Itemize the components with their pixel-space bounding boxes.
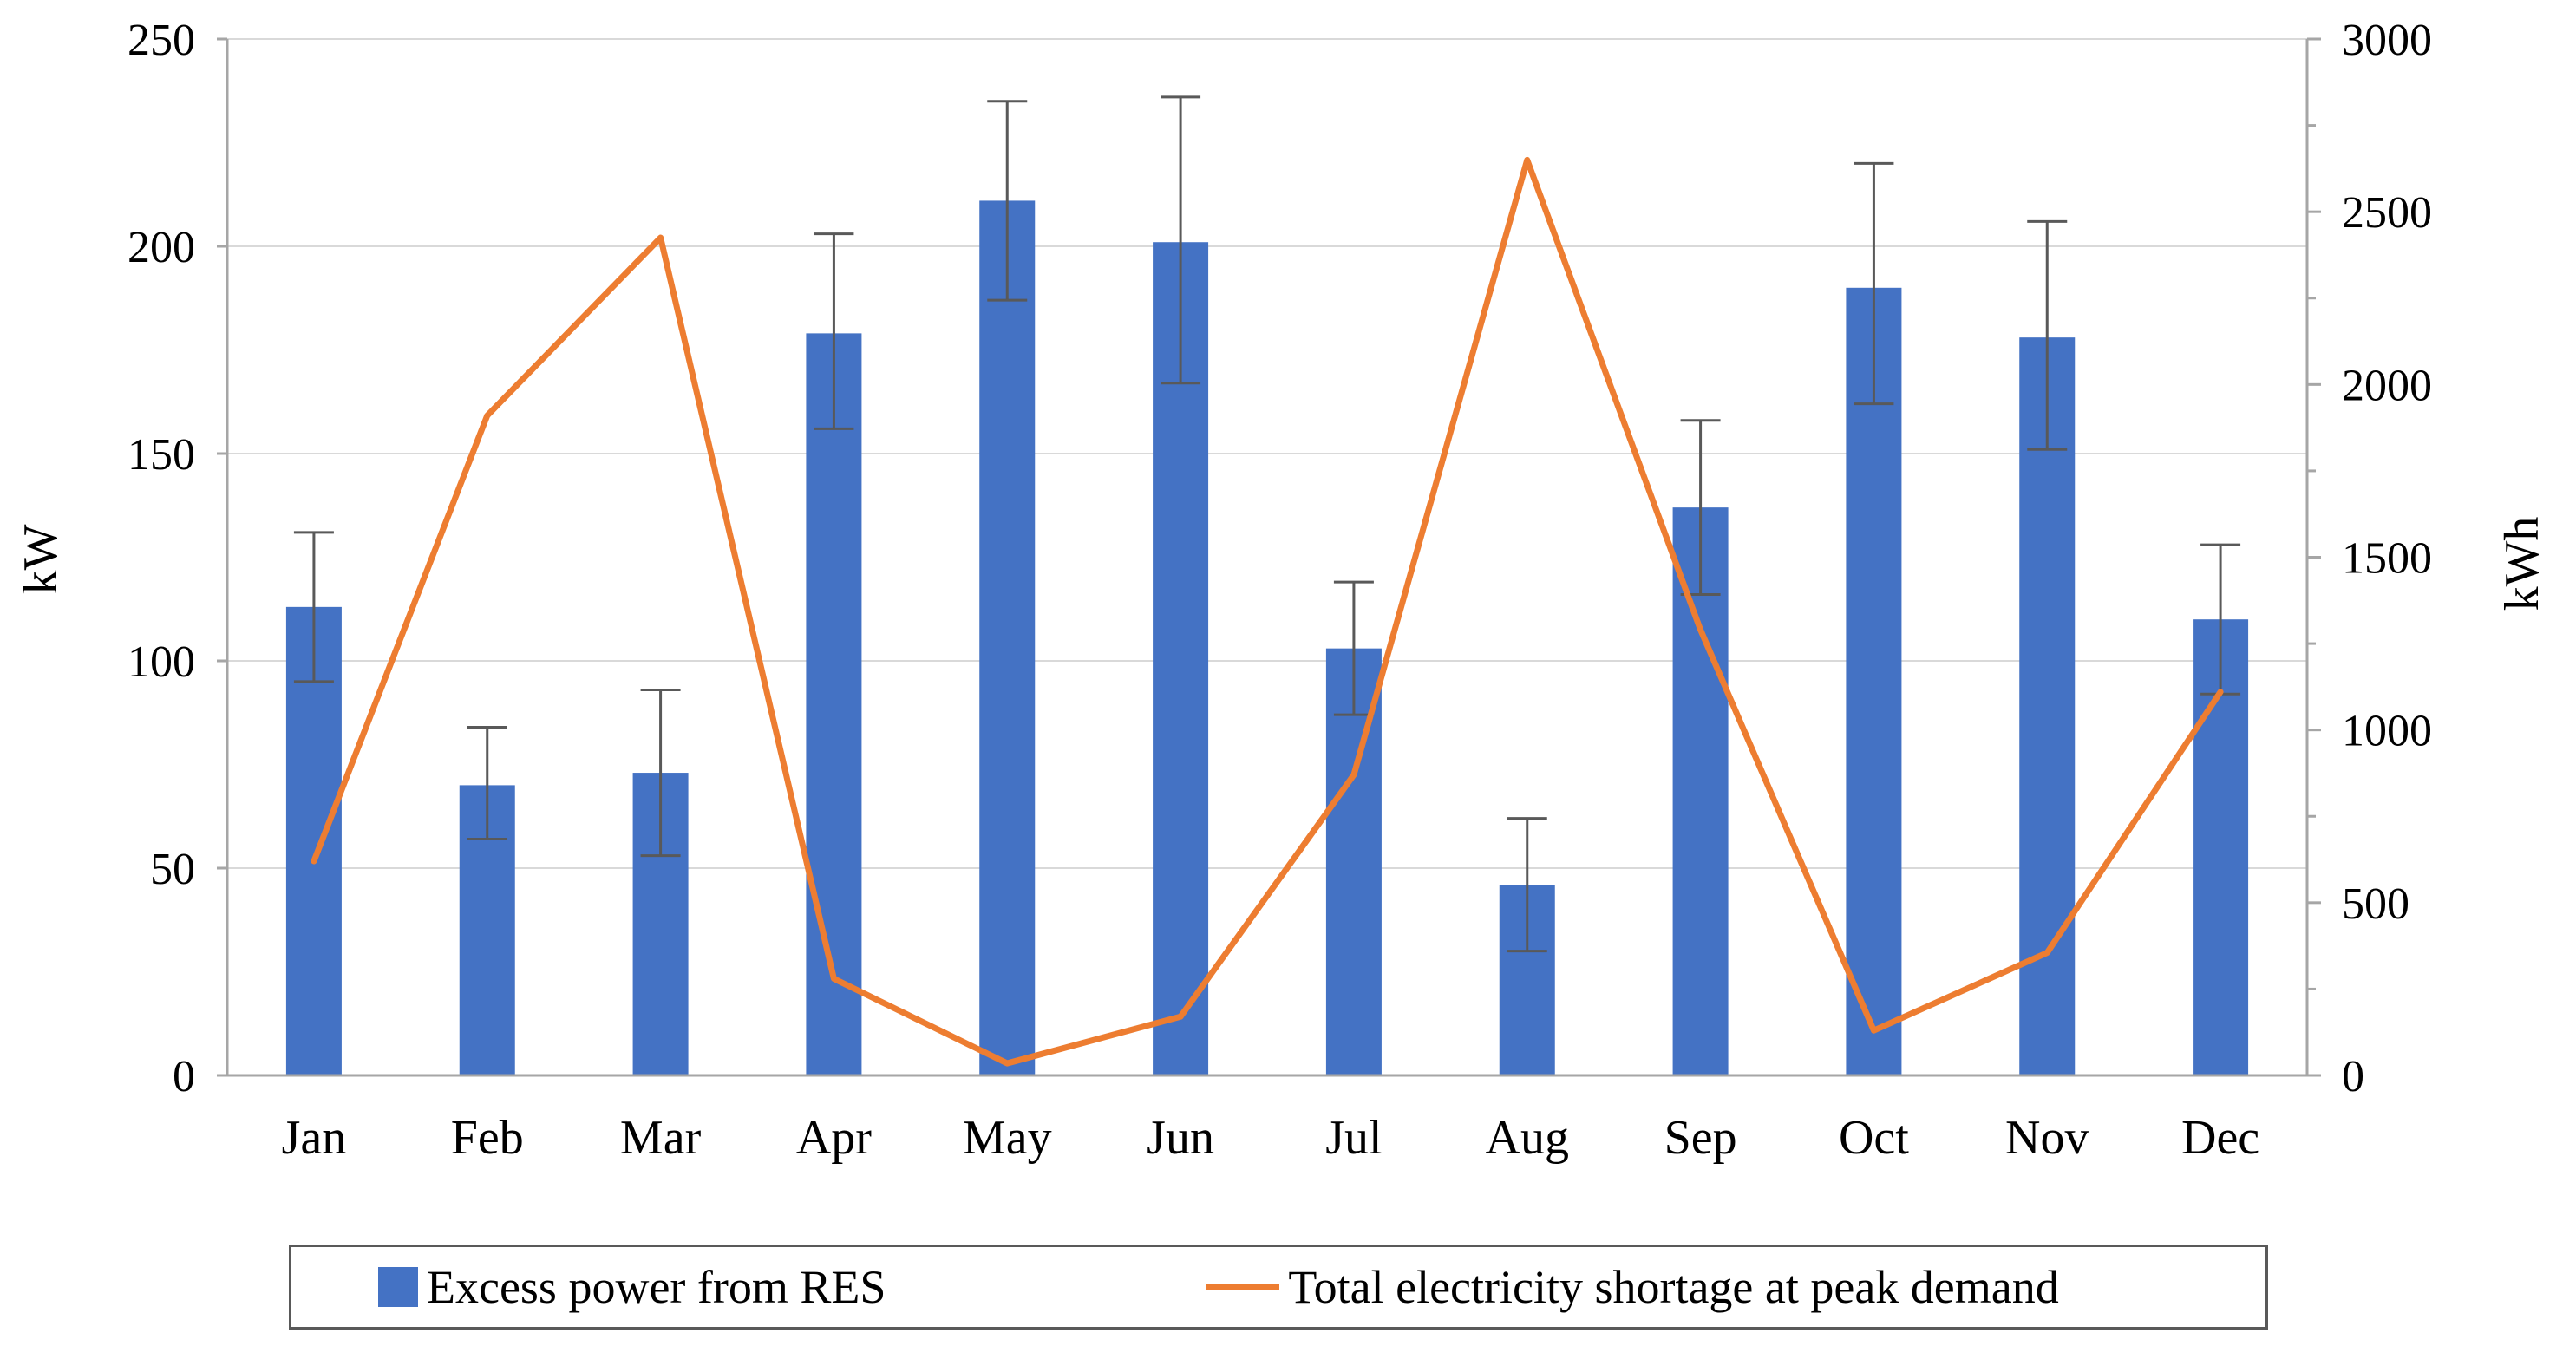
left-tick-label-250: 250 [127, 16, 195, 65]
bar-series-label: Excess power from RES [427, 1261, 886, 1313]
right-tick-label-2500: 2500 [2342, 188, 2432, 238]
month-label-Nov: Nov [2005, 1111, 2089, 1165]
month-label-Dec: Dec [2181, 1111, 2259, 1165]
bar-May [979, 200, 1036, 1076]
left-tick-label-50: 50 [150, 845, 195, 894]
left-tick-label-200: 200 [127, 223, 195, 272]
error-bar-Mar [640, 688, 681, 858]
shortage-line [311, 156, 2224, 1067]
error-bar-Jan [293, 531, 334, 683]
bar-series-swatch [378, 1267, 418, 1307]
month-label-Jun: Jun [1147, 1111, 1214, 1165]
month-label-Apr: Apr [796, 1111, 872, 1165]
legend-item-excess-power: Excess power from RES [378, 1260, 886, 1314]
left-tick-label-150: 150 [127, 430, 195, 480]
right-tick-label-2000: 2000 [2342, 361, 2432, 410]
left-tick-label-0: 0 [173, 1052, 195, 1101]
month-label-Jul: Jul [1325, 1111, 1382, 1165]
error-bar-Oct [1854, 161, 1894, 406]
month-label-Aug: Aug [1486, 1111, 1569, 1165]
right-tick-label-0: 0 [2342, 1052, 2364, 1101]
right-tick-label-1500: 1500 [2342, 534, 2432, 584]
bar-Apr [806, 333, 862, 1075]
legend-item-shortage: Total electricity shortage at peak deman… [1206, 1260, 2059, 1314]
right-axis-title: kWh [2495, 516, 2549, 611]
right-tick-label-500: 500 [2342, 879, 2409, 929]
error-bar-Apr [814, 232, 854, 430]
error-bar-Jun [1161, 95, 1201, 385]
error-bar-Aug [1507, 817, 1547, 953]
bar-Oct [1846, 287, 1902, 1075]
month-label-Jan: Jan [282, 1111, 347, 1165]
month-label-Feb: Feb [451, 1111, 524, 1165]
month-label-May: May [963, 1111, 1052, 1165]
month-label-Sep: Sep [1664, 1111, 1737, 1165]
month-label-Mar: Mar [620, 1111, 702, 1165]
legend: Excess power from RES Total electricity … [289, 1245, 2268, 1330]
right-tick-label-3000: 3000 [2342, 16, 2432, 65]
error-bar-Feb [467, 725, 507, 841]
error-bar-Nov [2027, 219, 2068, 451]
left-axis-title: kW [14, 524, 68, 595]
line-series-swatch [1206, 1284, 1280, 1290]
left-tick-label-100: 100 [127, 637, 195, 687]
right-tick-label-1000: 1000 [2342, 707, 2432, 756]
error-bar-Jul [1333, 580, 1374, 716]
error-bar-May [987, 100, 1028, 302]
month-label-Oct: Oct [1839, 1111, 1909, 1165]
bar-Sep [1672, 507, 1729, 1075]
bar-Jan [285, 606, 342, 1075]
line-series-label: Total electricity shortage at peak deman… [1288, 1261, 2059, 1313]
